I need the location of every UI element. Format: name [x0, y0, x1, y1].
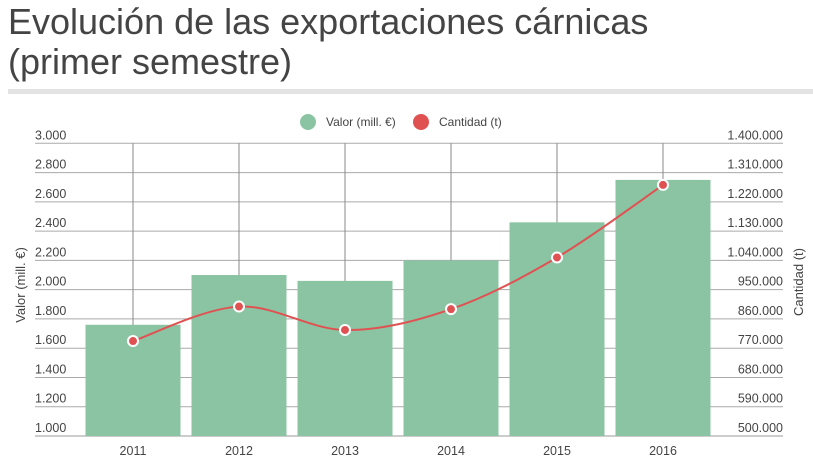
x-tick-label: 2012	[225, 444, 253, 458]
point-2011	[127, 335, 139, 348]
x-tick-label: 2013	[331, 444, 359, 458]
right-axis-title: Cantidad (t)	[791, 248, 806, 316]
right-tick-label: 1.400.000	[727, 128, 783, 142]
legend-marker-valor	[300, 114, 316, 130]
bar-2013	[297, 280, 393, 436]
point-2015	[551, 251, 563, 264]
left-axis-title: Valor (mill. €)	[13, 247, 28, 323]
right-tick-label: 1.130.000	[727, 216, 783, 230]
right-tick-label: 1.310.000	[727, 158, 783, 172]
right-tick-label: 500.000	[738, 421, 783, 435]
legend-label-cantidad: Cantidad (t)	[439, 115, 502, 129]
left-tick-label: 2.400	[35, 216, 66, 230]
left-tick-label: 2.600	[35, 187, 66, 201]
x-tick-label: 2015	[543, 444, 571, 458]
point-2012	[233, 300, 245, 313]
left-tick-label: 1.400	[35, 362, 66, 376]
left-tick-label: 3.000	[35, 128, 66, 142]
right-tick-label: 680.000	[738, 362, 783, 376]
point-2016	[657, 178, 669, 191]
left-tick-label: 1.800	[35, 304, 66, 318]
chart-title: Evolución de las exportaciones cárnicas(…	[8, 2, 648, 82]
right-tick-label: 860.000	[738, 304, 783, 318]
x-tick-label: 2014	[437, 444, 465, 458]
left-tick-label: 2.000	[35, 275, 66, 289]
bar-2012	[191, 275, 287, 436]
legend-label-valor: Valor (mill. €)	[326, 115, 396, 129]
point-2013	[339, 323, 351, 336]
title-line-2: (primer semestre)	[8, 41, 293, 82]
right-tick-label: 1.040.000	[727, 245, 783, 259]
left-tick-label: 2.800	[35, 158, 66, 172]
left-tick-label: 1.600	[35, 333, 66, 347]
title-line-1: Evolución de las exportaciones cárnicas	[8, 1, 649, 42]
bar-2016	[615, 179, 711, 436]
legend-marker-cantidad	[413, 114, 429, 130]
right-tick-label: 1.220.000	[727, 187, 783, 201]
legend: Valor (mill. €) Cantidad (t)	[300, 114, 502, 130]
right-tick-label: 950.000	[738, 275, 783, 289]
right-tick-label: 770.000	[738, 333, 783, 347]
line-series-cantidad	[132, 184, 664, 342]
bar-2014	[403, 260, 499, 436]
x-tick-label: 2016	[649, 444, 677, 458]
point-2014	[445, 303, 457, 316]
x-tick-label: 2011	[120, 444, 147, 458]
left-tick-label: 1.000	[35, 421, 66, 435]
left-tick-label: 2.200	[35, 245, 66, 259]
left-tick-label: 1.200	[35, 392, 66, 406]
right-tick-label: 590.000	[738, 392, 783, 406]
title-divider	[8, 89, 813, 94]
